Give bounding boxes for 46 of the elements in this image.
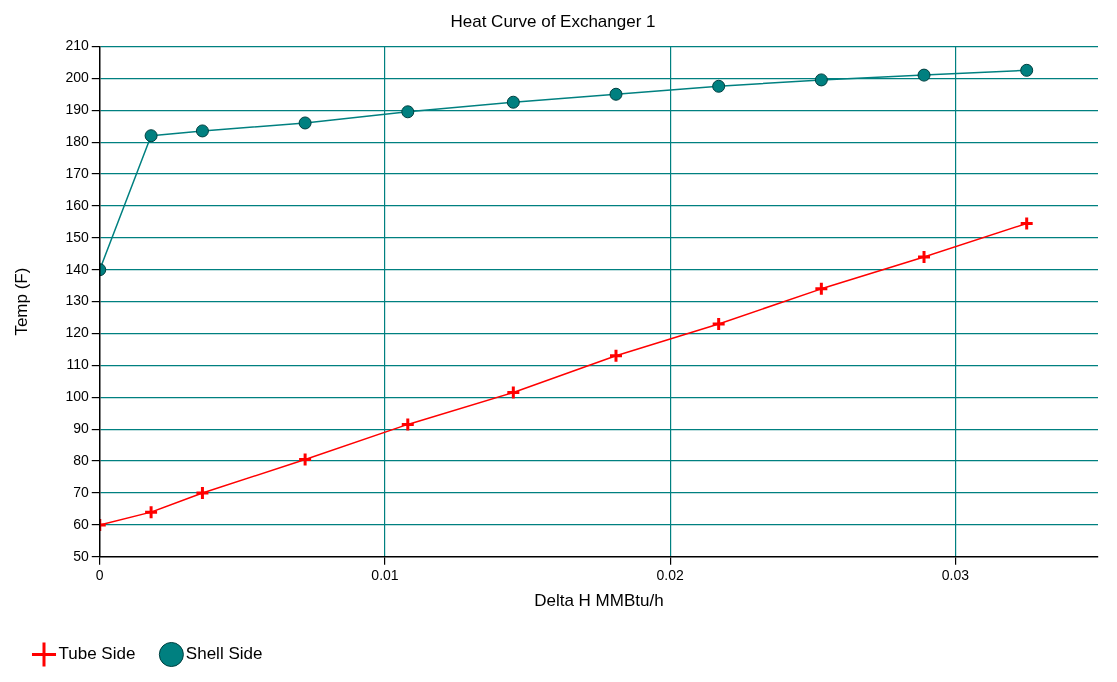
point	[814, 73, 828, 87]
point	[195, 124, 209, 138]
point	[505, 385, 521, 401]
chart-title: Heat Curve of Exchanger 1	[450, 11, 656, 31]
y-tick-label: 80	[73, 451, 89, 468]
y-tick-label: 210	[65, 37, 89, 54]
y-tick-label: 200	[65, 69, 89, 86]
point	[400, 416, 416, 432]
point	[506, 95, 520, 109]
point	[711, 316, 727, 332]
y-tick-label: 50	[73, 547, 89, 564]
point	[1019, 215, 1035, 231]
point	[298, 116, 312, 130]
point	[917, 68, 931, 82]
point	[916, 249, 932, 265]
point	[608, 348, 624, 364]
point	[143, 504, 159, 520]
y-tick-label: 120	[65, 324, 89, 341]
point	[297, 452, 313, 468]
y-tick-label: 110	[66, 356, 89, 373]
x-tick-label: 0	[95, 567, 104, 584]
y-tick-label: 70	[73, 483, 89, 500]
point	[401, 105, 415, 119]
point	[712, 79, 726, 93]
y-tick-label: 100	[65, 388, 89, 405]
y-tick-label: 190	[65, 101, 89, 118]
point	[1020, 63, 1034, 77]
point	[194, 485, 210, 501]
y-tick-label: 170	[65, 164, 89, 181]
point	[813, 281, 829, 297]
y-tick-label: 180	[65, 132, 89, 149]
legend-label: Shell Side	[185, 644, 263, 664]
y-tick-label: 160	[65, 196, 89, 213]
legend-label: Tube Side	[58, 644, 136, 664]
point	[144, 129, 158, 143]
y-tick-label: 60	[73, 515, 89, 532]
x-axis-title: Delta H MMBtu/h	[534, 591, 664, 611]
y-axis-title: Temp (F)	[11, 267, 31, 336]
point	[609, 87, 623, 101]
x-tick-label: 0.02	[656, 567, 685, 584]
x-tick-label: 0.01	[371, 567, 399, 584]
y-tick-label: 140	[65, 260, 89, 277]
y-tick-label: 150	[65, 228, 89, 245]
x-tick-label: 0.03	[941, 567, 970, 584]
y-tick-label: 90	[73, 420, 89, 437]
y-tick-label: 130	[65, 292, 89, 309]
